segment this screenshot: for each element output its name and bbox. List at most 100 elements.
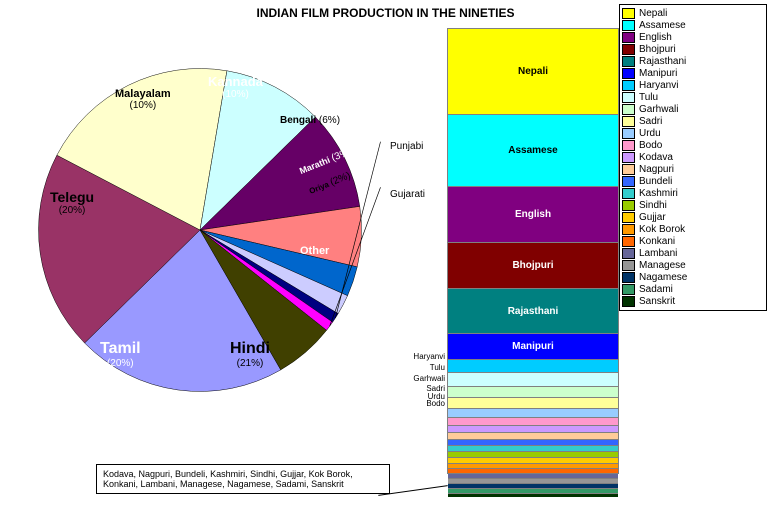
bar-seg-Garhwali bbox=[448, 387, 618, 398]
legend-swatch bbox=[622, 116, 635, 127]
legend-item-nagpuri: Nagpuri bbox=[622, 164, 764, 175]
legend-swatch bbox=[622, 80, 635, 91]
bar-callout-tulu: Tulu bbox=[430, 363, 445, 372]
legend-item-urdu: Urdu bbox=[622, 128, 764, 139]
legend-swatch bbox=[622, 164, 635, 175]
pie-callout-gujarati: Gujarati bbox=[390, 189, 425, 200]
legend-label: Garhwali bbox=[639, 104, 678, 115]
legend-label: Kok Borok bbox=[639, 224, 685, 235]
bar-seg-Nepali: Nepali bbox=[448, 29, 618, 115]
legend-item-managese: Managese bbox=[622, 260, 764, 271]
bar-callout-garhwali: Garhwali bbox=[413, 374, 445, 383]
bar-seg-Bhojpuri: Bhojpuri bbox=[448, 243, 618, 289]
legend-swatch bbox=[622, 260, 635, 271]
legend-item-sadami: Sadami bbox=[622, 284, 764, 295]
pie-label-bengali: Bengali (6%) bbox=[280, 115, 340, 126]
legend-swatch bbox=[622, 272, 635, 283]
legend-swatch bbox=[622, 284, 635, 295]
bar-seg-Assamese: Assamese bbox=[448, 115, 618, 186]
legend-item-garhwali: Garhwali bbox=[622, 104, 764, 115]
legend-label: Gujjar bbox=[639, 212, 666, 223]
legend-item-tulu: Tulu bbox=[622, 92, 764, 103]
legend-label: Urdu bbox=[639, 128, 661, 139]
legend-label: Sanskrit bbox=[639, 296, 675, 307]
legend-item-rajasthani: Rajasthani bbox=[622, 56, 764, 67]
bar-seg-minor bbox=[448, 426, 618, 433]
legend-item-manipuri: Manipuri bbox=[622, 68, 764, 79]
legend-label: Nagamese bbox=[639, 272, 687, 283]
bar-seg-Rajasthani: Rajasthani bbox=[448, 289, 618, 334]
pie-callout-punjabi: Punjabi bbox=[390, 141, 423, 152]
bar-seg-minor bbox=[448, 433, 618, 440]
other-callout-box: Kodava, Nagpuri, Bundeli, Kashmiri, Sind… bbox=[96, 464, 390, 494]
legend-label: Kodava bbox=[639, 152, 673, 163]
legend-label: Bundeli bbox=[639, 176, 672, 187]
legend-item-kodava: Kodava bbox=[622, 152, 764, 163]
bar-seg-minor bbox=[448, 494, 618, 497]
legend-label: Nagpuri bbox=[639, 164, 674, 175]
legend-item-kok-borok: Kok Borok bbox=[622, 224, 764, 235]
legend-item-kashmiri: Kashmiri bbox=[622, 188, 764, 199]
legend-item-konkani: Konkani bbox=[622, 236, 764, 247]
legend-label: Bodo bbox=[639, 140, 662, 151]
bar-seg-Sadri bbox=[448, 398, 618, 409]
legend-swatch bbox=[622, 140, 635, 151]
bar-seg-Tulu bbox=[448, 373, 618, 386]
legend-label: English bbox=[639, 32, 672, 43]
pie-chart bbox=[10, 40, 390, 420]
legend-label: Managese bbox=[639, 260, 686, 271]
legend-item-haryanvi: Haryanvi bbox=[622, 80, 764, 91]
legend-swatch bbox=[622, 152, 635, 163]
legend-label: Rajasthani bbox=[639, 56, 686, 67]
legend-item-sadri: Sadri bbox=[622, 116, 764, 127]
legend-label: Sindhi bbox=[639, 200, 667, 211]
legend-item-lambani: Lambani bbox=[622, 248, 764, 259]
legend-label: Assamese bbox=[639, 20, 686, 31]
legend-swatch bbox=[622, 296, 635, 307]
chart-canvas: INDIAN FILM PRODUCTION IN THE NINETIES N… bbox=[0, 0, 771, 526]
legend: NepaliAssameseEnglishBhojpuriRajasthaniM… bbox=[619, 4, 767, 311]
pie-label-malayalam: Malayalam(10%) bbox=[115, 88, 171, 111]
legend-swatch bbox=[622, 200, 635, 211]
legend-swatch bbox=[622, 8, 635, 19]
legend-label: Kashmiri bbox=[639, 188, 678, 199]
bar-seg-Bodo bbox=[448, 418, 618, 426]
bar-callout-haryanvi: Haryanvi bbox=[413, 352, 445, 361]
pie-label-hindi: Hindi(21%) bbox=[230, 340, 270, 369]
bar-seg-Haryanvi bbox=[448, 360, 618, 373]
pie-label-other: Other bbox=[300, 245, 329, 257]
legend-label: Haryanvi bbox=[639, 80, 678, 91]
legend-swatch bbox=[622, 224, 635, 235]
legend-item-sindhi: Sindhi bbox=[622, 200, 764, 211]
legend-swatch bbox=[622, 104, 635, 115]
bar-stack: NepaliAssameseEnglishBhojpuriRajasthaniM… bbox=[447, 28, 619, 474]
pie-label-tamil: Tamil(20%) bbox=[100, 340, 141, 369]
legend-swatch bbox=[622, 32, 635, 43]
legend-swatch bbox=[622, 56, 635, 67]
legend-swatch bbox=[622, 44, 635, 55]
legend-swatch bbox=[622, 20, 635, 31]
legend-item-bhojpuri: Bhojpuri bbox=[622, 44, 764, 55]
legend-swatch bbox=[622, 188, 635, 199]
bar-callout-bodo: Bodo bbox=[426, 399, 445, 408]
legend-label: Konkani bbox=[639, 236, 675, 247]
legend-label: Sadami bbox=[639, 284, 673, 295]
bar-seg-English: English bbox=[448, 187, 618, 243]
legend-label: Lambani bbox=[639, 248, 677, 259]
legend-label: Sadri bbox=[639, 116, 662, 127]
legend-item-bodo: Bodo bbox=[622, 140, 764, 151]
legend-swatch bbox=[622, 248, 635, 259]
legend-item-gujjar: Gujjar bbox=[622, 212, 764, 223]
bar-seg-Urdu bbox=[448, 409, 618, 418]
legend-swatch bbox=[622, 236, 635, 247]
legend-item-assamese: Assamese bbox=[622, 20, 764, 31]
legend-item-english: English bbox=[622, 32, 764, 43]
legend-item-nepali: Nepali bbox=[622, 8, 764, 19]
legend-label: Tulu bbox=[639, 92, 658, 103]
legend-item-bundeli: Bundeli bbox=[622, 176, 764, 187]
legend-swatch bbox=[622, 176, 635, 187]
legend-label: Manipuri bbox=[639, 68, 677, 79]
legend-item-sanskrit: Sanskrit bbox=[622, 296, 764, 307]
pie-label-kannada: Kannada(10%) bbox=[208, 75, 263, 100]
legend-swatch bbox=[622, 92, 635, 103]
